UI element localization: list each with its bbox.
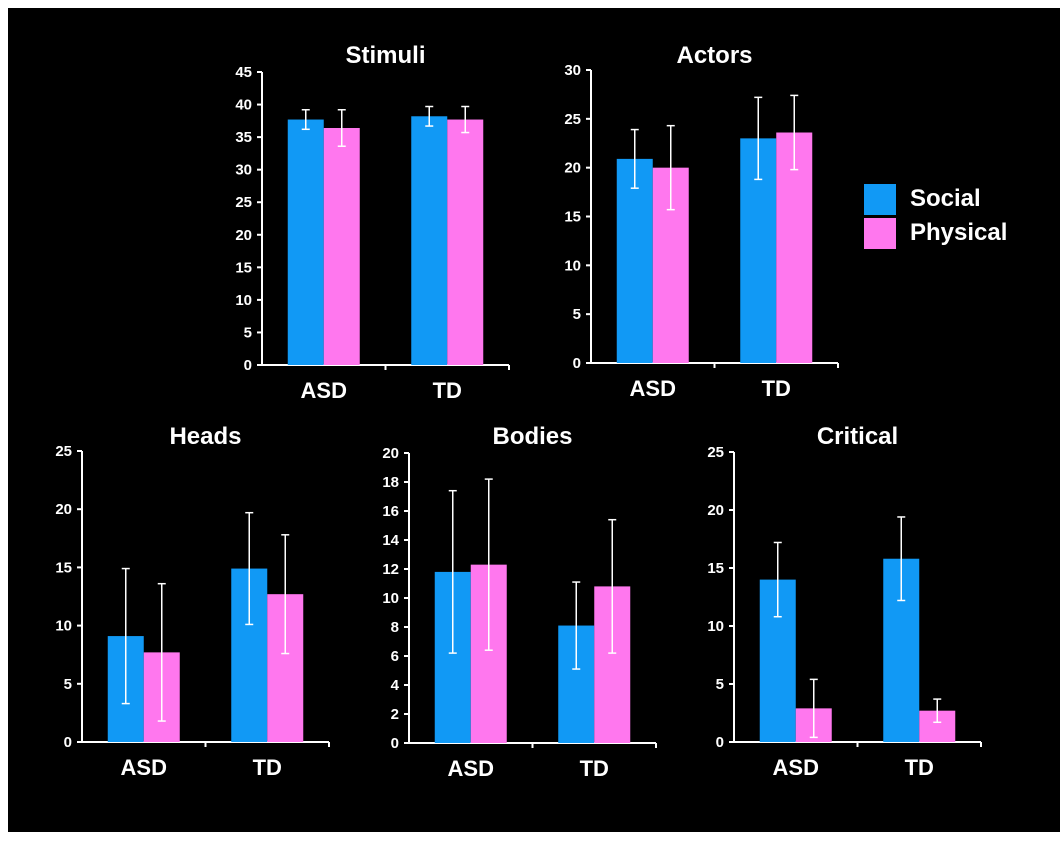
chart-panel-critical: Critical 0 5 10 15 20 25 ASD TD	[707, 423, 982, 780]
y-tick-label: 20	[55, 501, 72, 518]
bar-social	[411, 116, 448, 365]
y-tick-label: 10	[55, 618, 72, 635]
y-tick-label: 15	[707, 560, 724, 577]
x-category-label: TD	[253, 755, 282, 780]
y-tick-label: 18	[382, 474, 399, 491]
y-tick-label: 15	[235, 259, 252, 276]
y-tick-label: 40	[235, 97, 252, 114]
y-tick-label: 0	[716, 734, 724, 751]
y-tick-label: 45	[235, 64, 252, 81]
y-tick-label: 10	[564, 257, 581, 274]
bar-social	[616, 158, 653, 363]
y-tick-label: 5	[573, 306, 581, 323]
x-category-label: TD	[905, 755, 934, 780]
chart-title: Actors	[676, 42, 752, 69]
y-tick-label: 10	[382, 590, 399, 607]
legend: Social Physical	[864, 182, 1007, 250]
chart-panel-stimuli: Stimuli 0 5 10 15 20 25 30 35 40 45 ASD TD	[235, 42, 510, 403]
y-tick-label: 2	[391, 706, 399, 723]
legend-item-social: Social	[864, 182, 1007, 216]
x-category-label: TD	[433, 378, 462, 403]
x-category-label: TD	[762, 376, 791, 401]
chart-panel-heads: Heads 0 5 10 15 20 25 ASD TD	[55, 423, 330, 780]
y-tick-label: 20	[564, 160, 581, 177]
chart-title: Bodies	[492, 423, 572, 450]
y-tick-label: 8	[391, 619, 399, 636]
y-tick-label: 15	[564, 209, 581, 226]
x-category-label: TD	[580, 756, 609, 781]
legend-label-physical: Physical	[910, 219, 1008, 246]
y-tick-label: 0	[64, 734, 72, 751]
legend-swatch-social	[864, 183, 896, 215]
y-tick-label: 20	[235, 227, 252, 244]
chart-title: Stimuli	[345, 42, 425, 69]
y-tick-label: 25	[235, 194, 252, 211]
legend-swatch-physical	[864, 217, 896, 249]
x-category-label: ASD	[773, 755, 819, 780]
chart-title: Heads	[169, 423, 241, 450]
bar-physical	[776, 132, 813, 363]
chart-panel-actors: Actors 0 5 10 15 20 25 30 ASD TD	[564, 42, 839, 401]
y-tick-label: 0	[244, 357, 252, 374]
y-tick-label: 0	[391, 735, 399, 752]
y-tick-label: 20	[707, 502, 724, 519]
legend-item-physical: Physical	[864, 216, 1007, 250]
y-tick-label: 25	[55, 443, 72, 460]
y-tick-label: 25	[564, 111, 581, 128]
chart-frame: Stimuli 0 5 10 15 20 25 30 35 40 45 ASD TD Actors 0 5 10…	[8, 8, 1060, 832]
y-tick-label: 30	[235, 162, 252, 179]
bar-social	[287, 119, 324, 365]
y-tick-label: 16	[382, 503, 399, 520]
x-category-label: ASD	[630, 376, 676, 401]
y-tick-label: 5	[64, 676, 72, 693]
y-tick-label: 12	[382, 561, 399, 578]
y-tick-label: 14	[382, 532, 399, 549]
bar-physical	[447, 119, 484, 365]
x-category-label: ASD	[448, 756, 494, 781]
y-tick-label: 15	[55, 559, 72, 576]
bar-physical	[323, 127, 360, 366]
y-tick-label: 10	[707, 618, 724, 635]
y-tick-label: 25	[707, 444, 724, 461]
legend-label-social: Social	[910, 185, 981, 212]
y-tick-label: 35	[235, 129, 252, 146]
y-tick-label: 6	[391, 648, 399, 665]
chart-panel-bodies: Bodies 0 2 4 6 8 10 12 14 16 18 20 ASD TD	[382, 423, 657, 781]
x-category-label: ASD	[301, 378, 347, 403]
y-tick-label: 20	[382, 445, 399, 462]
x-category-label: ASD	[121, 755, 167, 780]
y-tick-label: 5	[716, 676, 724, 693]
y-tick-label: 4	[391, 677, 400, 694]
y-tick-label: 0	[573, 355, 581, 372]
y-tick-label: 10	[235, 292, 252, 309]
chart-title: Critical	[817, 423, 898, 450]
y-tick-label: 5	[244, 324, 252, 341]
y-tick-label: 30	[564, 62, 581, 79]
